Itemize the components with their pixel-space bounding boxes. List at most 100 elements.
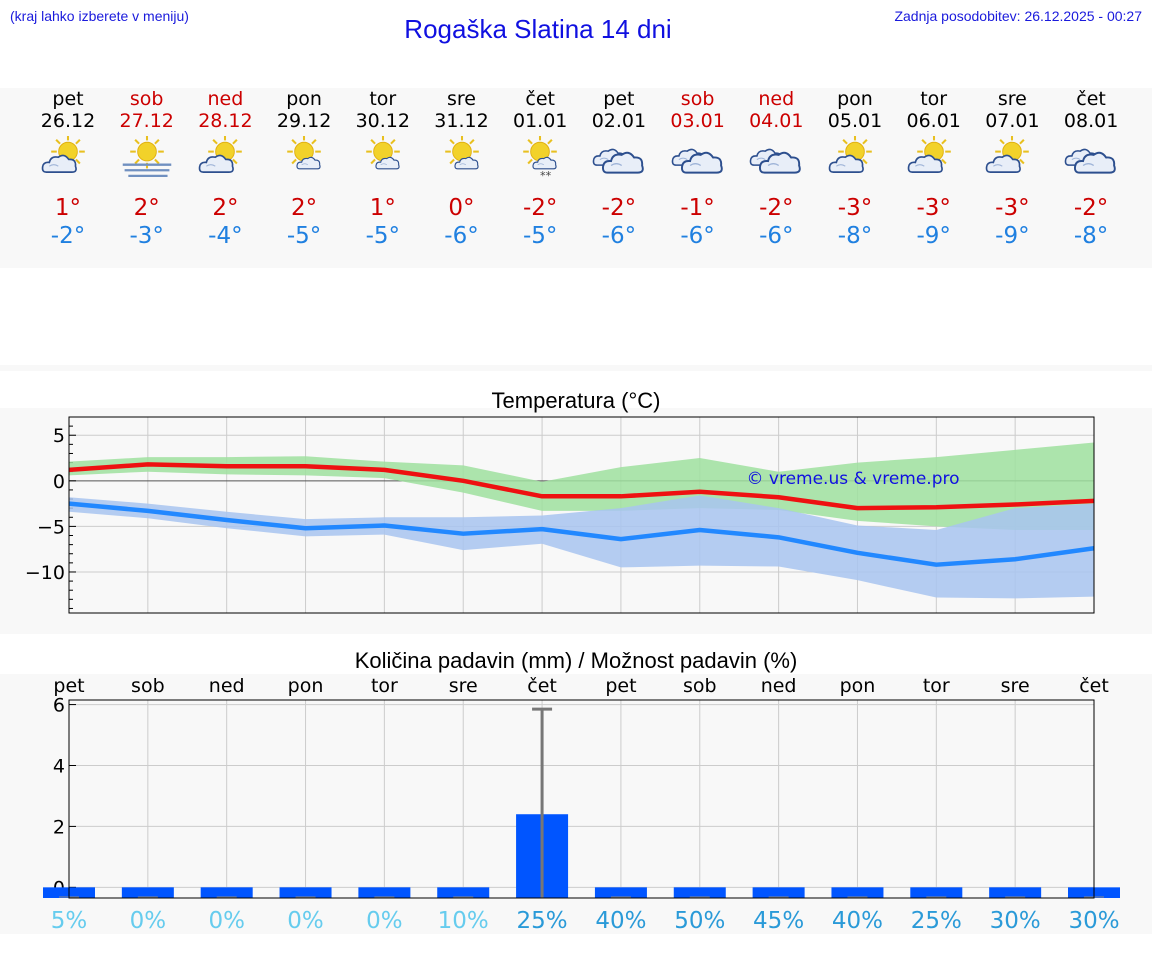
temp-max: 0° — [448, 195, 475, 221]
temp-min: -5° — [365, 223, 401, 249]
day-name: pet — [52, 88, 84, 110]
day-column: sob 03.01 -1° -6° — [658, 88, 738, 250]
temp-min: -6° — [680, 223, 715, 249]
spacer-band — [0, 365, 1152, 371]
sun-small-cloud-icon — [444, 136, 479, 170]
precip-chance-label: 5% — [51, 908, 88, 934]
temp-min: -9° — [995, 223, 1030, 249]
day-column: tor 30.12 1° -5° — [343, 88, 423, 250]
precip-chance-label: 0% — [208, 908, 245, 934]
precip-bar — [752, 887, 805, 898]
precip-chance-label: 30% — [990, 908, 1041, 934]
day-name: sob — [680, 88, 715, 110]
temp-min: -2° — [50, 223, 86, 249]
sun-small-cloud-icon — [287, 136, 321, 170]
min-range-band — [69, 495, 1094, 599]
y-tick-label: 6 — [53, 695, 65, 717]
cloudy-icon — [749, 148, 802, 174]
day-name: čet — [525, 88, 555, 110]
sun-snow-icon: ** — [523, 136, 557, 183]
precip-chance-label: 10% — [438, 908, 489, 934]
plot-frame — [68, 416, 1095, 614]
sun-small-cloud-icon — [365, 136, 400, 170]
daily-forecast: pet 26.12 1° -2° sob 27.12 2° -3° ned 28.12 2° -4° p… — [0, 88, 1152, 268]
temp-min: -6° — [444, 223, 479, 249]
day-date: 04.01 — [749, 110, 804, 132]
y-tick-label: 2 — [53, 816, 65, 838]
x-category-label: ned — [761, 675, 797, 697]
sun-shape — [129, 136, 164, 169]
y-tick-label: −10 — [25, 562, 65, 584]
day-column: ned 04.01 -2° -6° — [736, 88, 816, 250]
plot-frame — [68, 699, 1095, 899]
day-date: 03.01 — [670, 110, 725, 132]
day-date: 27.12 — [119, 110, 174, 132]
temp-min: -8° — [1073, 223, 1109, 249]
day-date: 01.01 — [512, 110, 568, 132]
day-column: čet 08.01 -2° -8° — [1051, 88, 1131, 250]
temp-max: -2° — [601, 195, 637, 221]
temperature-chart: 5 0 −5 −10 © vreme.us & vreme.pro — [25, 416, 1095, 614]
sun-cloud-icon — [986, 136, 1030, 173]
day-column: sre 07.01 -3° -9° — [972, 88, 1052, 250]
day-date: 06.01 — [906, 110, 961, 132]
temp-min: -8° — [837, 223, 873, 249]
temp-max: -3° — [916, 195, 951, 221]
day-date: 29.12 — [276, 110, 332, 132]
day-name: tor — [920, 88, 948, 110]
x-category-label: sob — [131, 675, 165, 697]
day-column: ned 28.12 2° -4° — [185, 88, 265, 250]
temp-max: -2° — [522, 195, 558, 221]
x-category-label: čet — [527, 675, 557, 697]
day-column: sre 31.12 0° -6° — [422, 88, 502, 250]
temp-max: -3° — [837, 195, 873, 221]
temp-max: -3° — [995, 195, 1030, 221]
forecast-band — [0, 88, 1152, 268]
precip-bar — [673, 887, 726, 898]
min-temp-line — [68, 501, 1095, 567]
temp-max: 2° — [133, 195, 160, 221]
temp-min: -6° — [601, 223, 637, 249]
temperature-chart-title: Temperatura (°C) — [491, 388, 661, 413]
precip-bar — [121, 887, 174, 898]
temp-max: 2° — [212, 195, 239, 221]
y-tick-label: 0 — [53, 471, 65, 493]
precip-bar — [831, 887, 884, 898]
svg-text:**: ** — [540, 170, 552, 183]
temp-min: -4° — [208, 223, 243, 249]
x-category-label: tor — [923, 675, 950, 697]
x-category-label: pon — [840, 675, 876, 697]
precip-chance-label: 50% — [674, 908, 725, 934]
y-tick-label: −5 — [37, 516, 65, 538]
sun-cloud-icon — [907, 136, 951, 173]
y-tick-label: 4 — [53, 755, 65, 777]
day-column: pon 29.12 2° -5° — [264, 88, 344, 250]
precip-bar — [989, 887, 1042, 898]
x-category-label: sob — [683, 675, 717, 697]
day-date: 31.12 — [434, 110, 489, 132]
precip-chance-label: 25% — [517, 908, 568, 934]
sun-cloud-icon — [828, 136, 872, 173]
day-name: pon — [837, 88, 873, 110]
precipitation-chart: 0246petsobnedpontorsrečetpetsobnedpontor… — [43, 675, 1120, 934]
day-name: sre — [997, 88, 1027, 110]
x-category-label: pet — [53, 675, 84, 697]
temp-min: -6° — [759, 223, 794, 249]
day-name: tor — [369, 88, 397, 110]
day-name: pon — [286, 88, 322, 110]
precip-chance-label: 25% — [911, 908, 962, 934]
precip-bar — [910, 887, 963, 898]
temp-min: -5° — [286, 223, 322, 249]
precip-chance-label: 0% — [130, 908, 167, 934]
temp-min: -3° — [129, 223, 164, 249]
x-category-label: pon — [288, 675, 324, 697]
day-name: čet — [1076, 88, 1106, 110]
day-column: sob 27.12 2° -3° — [107, 88, 187, 250]
page-title: Rogaška Slatina 14 dni — [404, 14, 672, 44]
day-date: 30.12 — [355, 110, 410, 132]
cloudy-icon — [592, 148, 644, 174]
temp-max: -2° — [1073, 195, 1109, 221]
precip-chance-label: 45% — [753, 908, 804, 934]
x-category-label: sre — [449, 675, 478, 697]
temp-min: -9° — [916, 223, 951, 249]
